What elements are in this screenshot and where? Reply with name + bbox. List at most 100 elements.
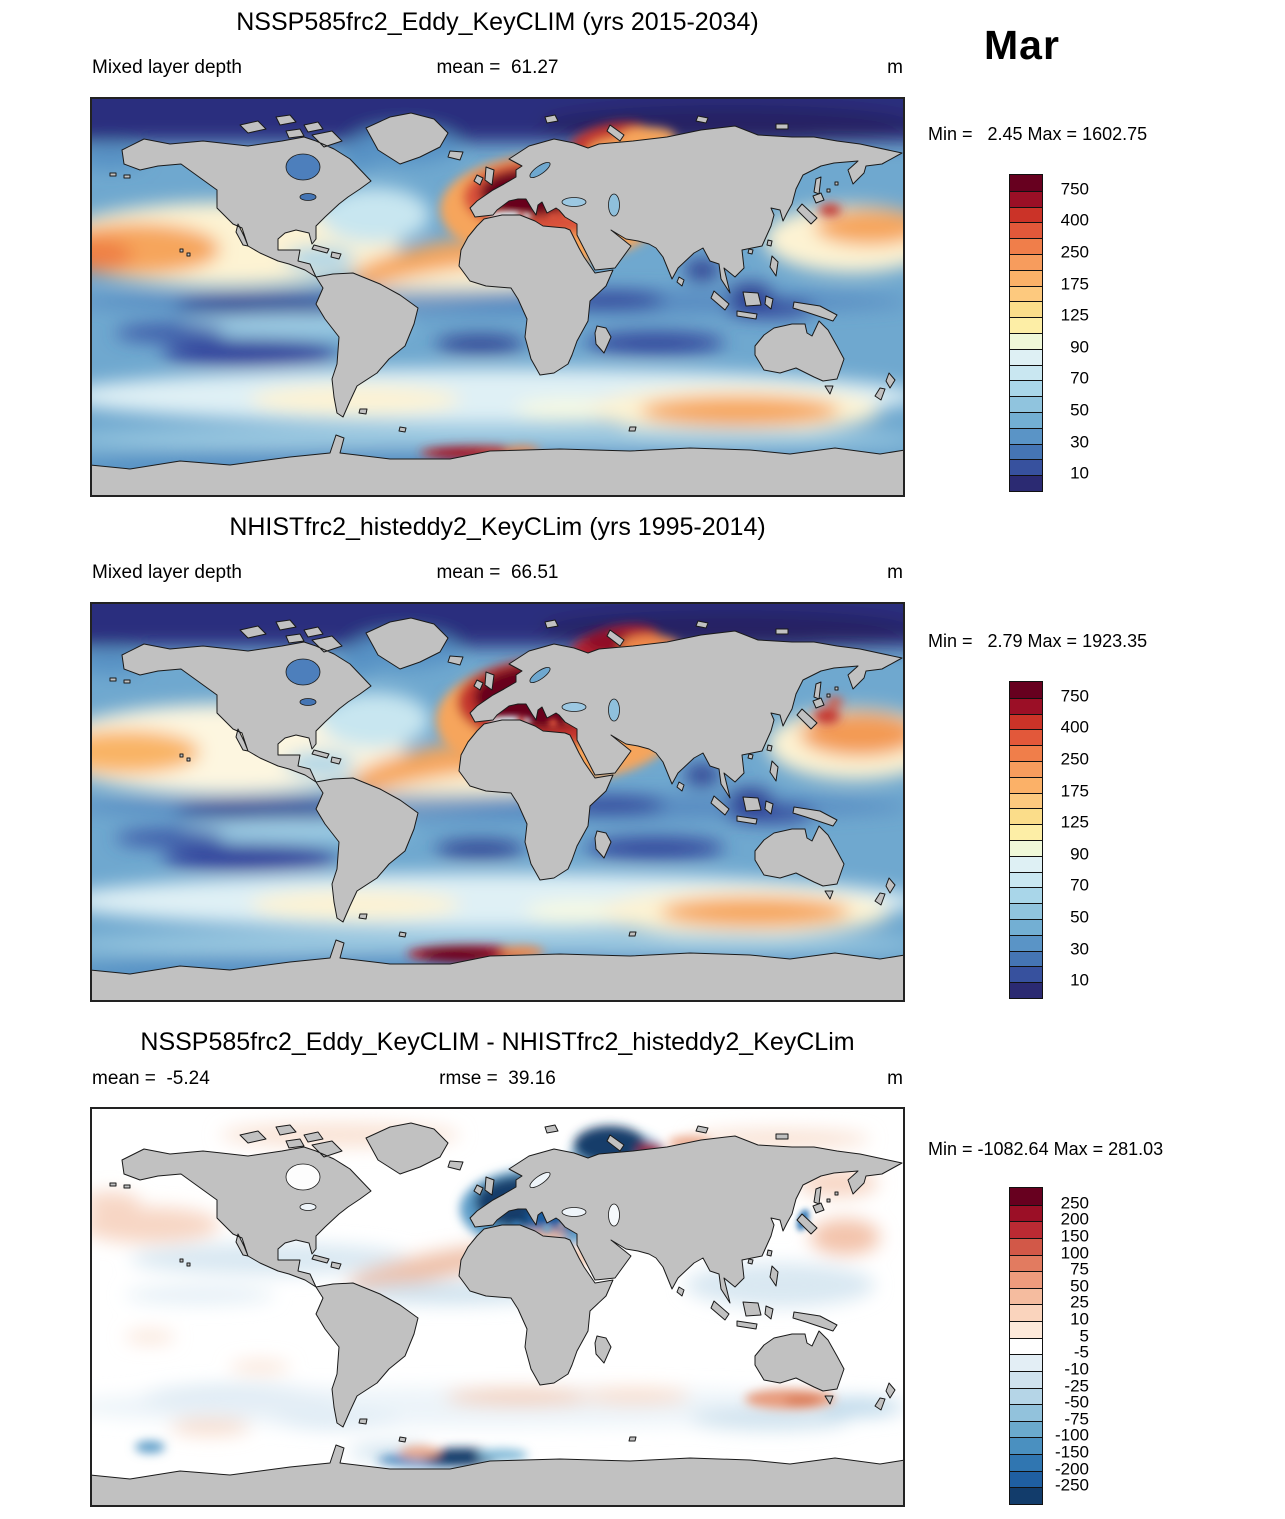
colorbar-segment (1010, 1221, 1042, 1238)
colorbar-bar (1009, 174, 1043, 492)
colorbar-tick-label: 30 (1070, 939, 1089, 959)
colorbar-tick-label: 100 (1060, 1243, 1089, 1263)
colorbar-tick-label: 75 (1070, 1259, 1089, 1279)
colorbar-segment (1010, 1487, 1042, 1504)
colorbar-segment (1010, 745, 1042, 761)
colorbar-segment (1010, 364, 1042, 381)
colorbar-segment (1010, 1454, 1042, 1471)
colorbar-segment (1010, 348, 1042, 365)
colorbar-segment (1010, 475, 1042, 491)
colorbar-segment (1010, 824, 1042, 840)
map-panel-3-difference (90, 1107, 905, 1507)
panel2-subheader: Mixed layer depth mean = 66.51 m (90, 562, 905, 586)
colorbar-segment (1010, 697, 1042, 714)
colorbar-segment (1010, 175, 1042, 191)
colorbar-segment (1010, 887, 1042, 904)
colorbar-tick-label: 250 (1060, 749, 1089, 769)
colorbar-segment (1010, 443, 1042, 460)
colorbar-panel-2: 750 400 250 175 125 90 70 50 30 10 (1009, 681, 1139, 999)
colorbar-segment (1010, 776, 1042, 793)
colorbar-tick-label: 90 (1070, 844, 1089, 864)
colorbar-segment (1010, 1437, 1042, 1454)
colorbar-segment (1010, 380, 1042, 397)
colorbar-segment (1010, 1254, 1042, 1272)
colorbar-tick-label: -25 (1064, 1376, 1089, 1396)
colorbar-bar (1009, 681, 1043, 999)
colorbar-segment (1010, 1370, 1042, 1388)
colorbar-segment (1010, 1237, 1042, 1255)
colorbar-segment (1010, 1404, 1042, 1421)
colorbar-segment (1010, 1354, 1042, 1371)
panel1-subheader: Mixed layer depth mean = 61.27 m (90, 57, 905, 81)
colorbar-segment (1010, 1321, 1042, 1338)
colorbar-segment (1010, 238, 1042, 254)
colorbar-segment (1010, 427, 1042, 444)
colorbar-segment (1010, 1387, 1042, 1405)
panel2-unit-label: m (887, 562, 903, 583)
colorbar-tick-label: 10 (1070, 1309, 1089, 1329)
colorbar-segment (1010, 713, 1042, 730)
panel1-minmax-label: Min = 2.45 Max = 1602.75 (928, 124, 1148, 144)
colorbar-tick-label: 50 (1070, 1276, 1089, 1296)
colorbar-tick-label: 750 (1060, 686, 1089, 706)
colorbar-segment (1010, 1204, 1042, 1222)
colorbar-segment (1010, 982, 1042, 998)
colorbar-tick-label: -75 (1064, 1409, 1089, 1429)
colorbar-tick-label: 175 (1060, 781, 1089, 801)
colorbar-segment (1010, 1420, 1042, 1438)
colorbar-segment (1010, 918, 1042, 935)
colorbar-segment (1010, 1304, 1042, 1321)
colorbar-segment (1010, 222, 1042, 239)
colorbar-tick-label: 200 (1060, 1209, 1089, 1229)
colorbar-segment (1010, 459, 1042, 476)
panel2-mean-label: mean = 66.51 (436, 562, 559, 583)
colorbar-segment (1010, 966, 1042, 983)
map-panel-1 (90, 97, 905, 497)
colorbar-segment (1010, 934, 1042, 951)
colorbar-segment (1010, 950, 1042, 967)
colorbar-segment (1010, 253, 1042, 270)
colorbar-tick-label: 70 (1070, 875, 1089, 895)
colorbar-tick-label: 400 (1060, 210, 1089, 230)
colorbar-tick-label: -150 (1054, 1442, 1089, 1462)
colorbar-segment (1010, 1287, 1042, 1305)
colorbar-segment (1010, 206, 1042, 223)
colorbar-tick-label: 70 (1070, 368, 1089, 388)
colorbar-segment (1010, 760, 1042, 777)
colorbar-tick-label: -100 (1054, 1426, 1089, 1446)
colorbar-segment (1010, 396, 1042, 412)
panel3-subheader: mean = -5.24 rmse = 39.16 m (90, 1068, 905, 1092)
colorbar-segment (1010, 317, 1042, 333)
colorbar-segment (1010, 903, 1042, 919)
map-frame (90, 97, 905, 497)
colorbar-segment (1010, 839, 1042, 856)
colorbar-panel-1: 750 400 250 175 125 90 70 50 30 10 (1009, 174, 1139, 492)
colorbar-tick-label: 10 (1070, 970, 1089, 990)
colorbar-segment (1010, 855, 1042, 872)
colorbar-tick-label: -5 (1073, 1342, 1089, 1362)
panel3-mean-label: mean = -5.24 (92, 1068, 210, 1089)
inland-seas (285, 153, 620, 217)
inland-seas (285, 1163, 620, 1227)
map-frame (90, 1107, 905, 1507)
colorbar-segment (1010, 411, 1042, 428)
colorbar-tick-label: 50 (1070, 400, 1089, 420)
colorbar-panel-3: 250 200 150 100 75 50 25 10 5 -5 -10 -25 -50 -75 -100-… (1009, 1187, 1139, 1505)
colorbar-segment (1010, 808, 1042, 825)
colorbar-tick-label: -250 (1054, 1475, 1089, 1495)
colorbar-tick-label: 400 (1060, 717, 1089, 737)
colorbar-segment (1010, 1470, 1042, 1488)
colorbar-segment (1010, 285, 1042, 302)
panel3-title: NSSP585frc2_Eddy_KeyCLIM - NHISTfrc2_his… (140, 1028, 855, 1056)
colorbar-tick-label: 150 (1060, 1226, 1089, 1246)
panel3-minmax-label: Min = -1082.64 Max = 281.03 (928, 1139, 1164, 1159)
map-frame (90, 602, 905, 1002)
month-label: Mar (984, 22, 1060, 68)
colorbar-tick-label: -10 (1064, 1359, 1089, 1379)
colorbar-tick-label: -200 (1054, 1459, 1089, 1479)
inland-seas (285, 658, 620, 722)
colorbar-tick-label: 125 (1060, 305, 1089, 325)
colorbar-tick-label: 250 (1060, 1193, 1089, 1213)
colorbar-segment (1010, 871, 1042, 888)
colorbar-tick-label: 5 (1079, 1326, 1089, 1346)
